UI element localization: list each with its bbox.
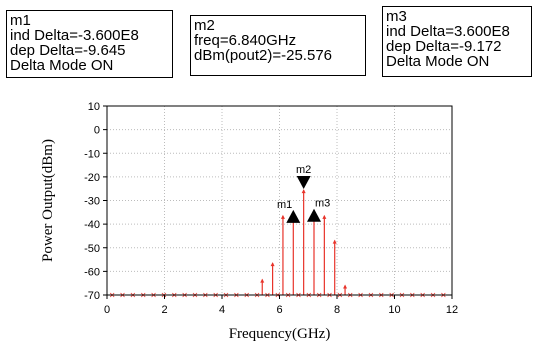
marker-m2-line-2: dBm(pout2)=-25.576	[194, 47, 333, 64]
y-tick-label: 0	[94, 125, 100, 137]
y-tick-label: -70	[84, 290, 100, 302]
x-axis-label: Frequency(GHz)	[229, 326, 331, 342]
spectrum-point	[301, 189, 306, 194]
x-tick-label: 2	[161, 304, 167, 316]
marker-m1-line-2: dep Delta=-9.645	[10, 42, 126, 59]
x-tick-label: 6	[276, 304, 282, 316]
marker-m3-line-2: dep Delta=-9.172	[386, 38, 502, 55]
marker-m3-line-1: ind Delta=3.600E8	[386, 23, 510, 40]
spectrum-point	[332, 239, 337, 244]
marker-m1-label: m1	[277, 199, 292, 211]
marker-m1-line-1: ind Delta=-3.600E8	[10, 27, 139, 44]
y-tick-label: 10	[88, 101, 100, 113]
marker-m3-label: m3	[315, 198, 330, 210]
marker-m3-readout: m3 ind Delta=3.600E8 dep Delta=-9.172 De…	[382, 6, 532, 77]
spectrum-point	[260, 278, 265, 283]
spectrum-point	[322, 214, 327, 219]
y-tick-label: -30	[84, 196, 100, 208]
marker-m1-line-3: Delta Mode ON	[10, 57, 114, 74]
y-axis-ticks: 10 0 -10 -20 -30 -40 -50 -60 -70	[84, 101, 107, 302]
marker-m2-label: m2	[296, 164, 311, 176]
spectrum-point	[270, 262, 275, 267]
y-tick-label: -20	[84, 172, 100, 184]
y-tick-label: -10	[84, 148, 100, 160]
x-tick-label: 8	[334, 304, 340, 316]
marker-m2-triangle	[296, 176, 311, 190]
spectrum-lines	[260, 189, 348, 295]
marker-m2-line-1: freq=6.840GHz	[194, 32, 297, 49]
y-tick-label: -50	[84, 243, 100, 255]
marker-m3-id: m3	[386, 8, 407, 25]
marker-m3-triangle	[307, 208, 321, 222]
spectrum-point	[343, 284, 348, 289]
marker-m2-id: m2	[194, 17, 215, 34]
spectrum-point	[280, 214, 285, 219]
marker-m3-line-3: Delta Mode ON	[386, 53, 490, 70]
x-tick-label: 10	[388, 304, 400, 316]
x-tick-label: 0	[104, 304, 110, 316]
x-axis-ticks: 0 2 4 6 8 10 12	[104, 295, 458, 316]
marker-m1-id: m1	[10, 12, 31, 29]
x-tick-label: 4	[219, 304, 225, 316]
marker-m2-readout: m2 freq=6.840GHz dBm(pout2)=-25.576	[190, 15, 366, 76]
y-tick-label: -40	[84, 219, 100, 231]
y-axis-label: Power Output(dBm)	[40, 139, 56, 262]
y-tick-label: -60	[84, 266, 100, 278]
grid	[107, 106, 452, 295]
marker-m1-readout: m1 ind Delta=-3.600E8 dep Delta=-9.645 D…	[6, 10, 173, 78]
chart-markers: m1 m2 m3	[277, 164, 330, 223]
marker-m1-triangle	[286, 209, 301, 223]
x-tick-label: 12	[446, 304, 458, 316]
